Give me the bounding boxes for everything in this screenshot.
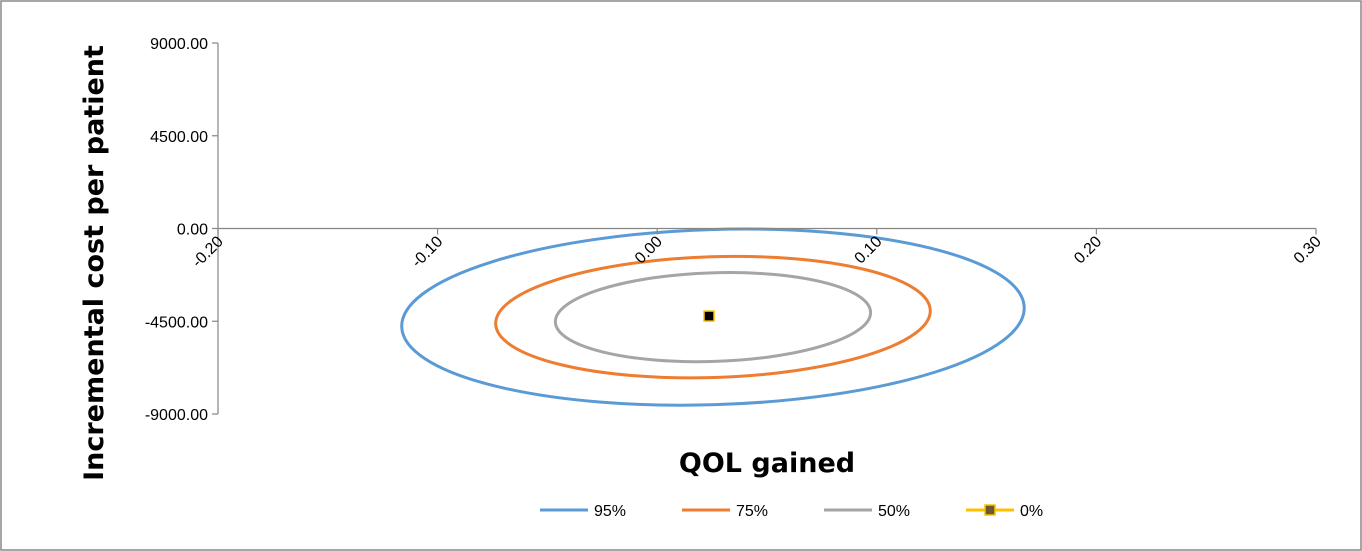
point-marker	[703, 310, 715, 322]
ellipse-layer	[400, 227, 1026, 407]
y-tick-label: -9000.00	[145, 407, 208, 424]
legend-label-0pct: 0%	[1020, 503, 1043, 520]
y-tick-label: 4500.00	[150, 129, 208, 146]
point-layer	[703, 310, 715, 322]
ellipse-95pct	[400, 227, 1026, 407]
y-tick-label: 0.00	[177, 222, 208, 239]
y-tick-label: 9000.00	[150, 36, 208, 53]
legend-label-50pct: 50%	[878, 503, 910, 520]
legend-marker	[984, 504, 996, 516]
legend: 95% 75% 50% 0%	[540, 503, 1043, 520]
legend-label-95pct: 95%	[594, 503, 626, 520]
legend-label-75pct: 75%	[736, 503, 768, 520]
ellipse-50pct	[553, 271, 873, 364]
y-tick-label: -4500.00	[145, 314, 208, 331]
ellipse-75pct	[494, 254, 932, 380]
y-axis-title: Incremental cost per patient	[79, 45, 110, 481]
x-axis-title: QOL gained	[679, 448, 855, 479]
